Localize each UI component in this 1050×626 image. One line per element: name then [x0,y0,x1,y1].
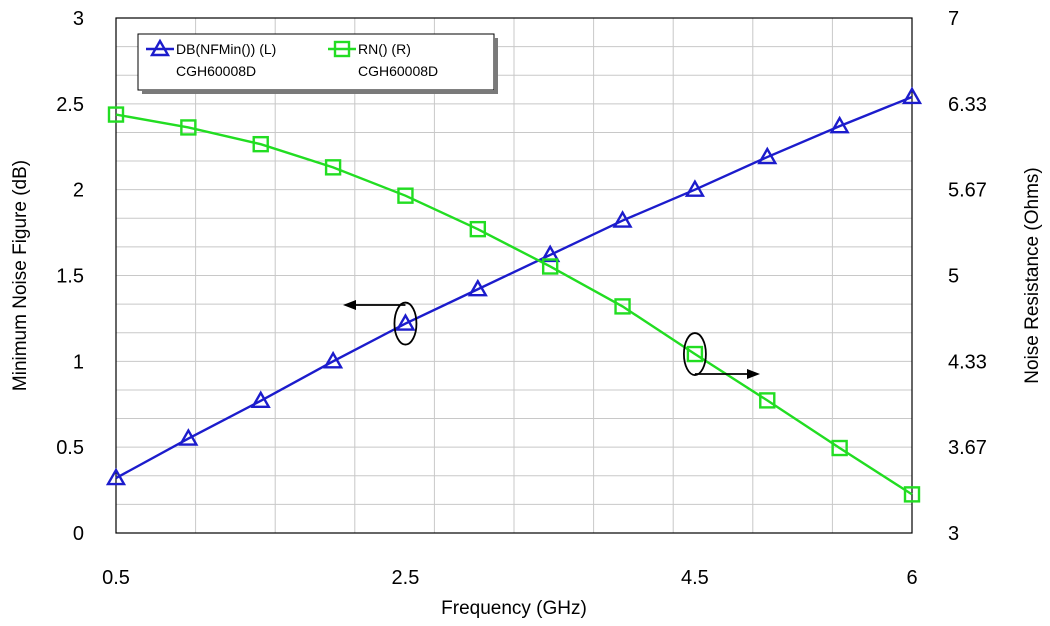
right-axis-indicator-ellipse [683,332,707,376]
y-right-tick-label: 7 [948,8,959,30]
data-point [324,159,342,176]
data-point [467,278,488,297]
data-point [250,390,271,409]
y-left-tick-label: 3 [73,8,84,30]
y-right-tick-label: 3 [948,523,959,545]
legend-box [137,33,495,91]
legend-marker [333,40,351,58]
grid [116,18,912,533]
y-left-tick-label: 0.5 [56,437,84,459]
data-point [178,428,199,446]
data-point [612,210,633,228]
y-left-tick-label: 1.5 [56,266,84,288]
data-point [829,115,850,134]
legend: DB(NFMin()) (L) CGH60008D RN() (R) CGH60008… [137,33,498,94]
x-axis-label: Frequency (GHz) [441,598,587,619]
left-axis-indicator-ellipse [393,301,418,346]
y-left-tick-label: 2 [73,180,84,202]
data-point [903,486,921,503]
data-point [395,313,416,331]
data-point [686,345,704,363]
data-point [541,258,559,275]
legend-shadow [142,90,498,94]
axis-indicator-annotations [343,300,760,379]
x-tick-label: 2.5 [392,567,420,589]
y-left-tick-label: 2.5 [56,94,84,116]
x-tick-label: 6 [906,567,917,589]
y-left-tick-label: 1 [73,351,84,373]
data-point [469,220,487,238]
data-point [614,298,631,315]
data-point [323,350,344,369]
data-point [757,146,778,165]
x-tick-label: 4.5 [681,567,709,589]
data-point [252,135,269,153]
series-triangle [105,86,923,486]
series-line [115,95,913,480]
series-layer [105,86,923,503]
y-left-axis-ticks: 0 0.5 1 1.5 2 2.5 3 [56,8,84,545]
legend-shadow [494,38,498,94]
arrow-head-left [343,300,356,310]
data-point [759,392,776,409]
legend-series-name: DB(NFMin()) (L) [176,41,276,57]
y-right-tick-label: 3.67 [948,437,987,459]
y-right-tick-label: 4.33 [948,351,987,373]
data-point [901,86,923,105]
y-right-axis-ticks: 3 3.67 4.33 5 5.67 6.33 7 [948,8,987,545]
x-axis-ticks: 0.5 2.5 4.5 6 [102,567,917,589]
y-right-tick-label: 5 [948,266,959,288]
legend-marker [149,38,171,57]
y-right-tick-label: 5.67 [948,180,987,202]
data-point [107,106,125,123]
data-point [105,467,127,486]
legend-series-sublabel: CGH60008D [176,63,256,79]
arrow-head-right [747,369,760,379]
y-right-axis-label: Noise Resistance (Ohms) [1022,167,1043,383]
data-point [397,187,414,204]
data-point [684,179,705,197]
series-square [107,106,921,503]
y-right-tick-label: 6.33 [948,94,987,116]
data-point [180,119,197,136]
legend-series-sublabel: CGH60008D [358,63,438,79]
x-tick-label: 0.5 [102,567,130,589]
legend-series-name: RN() (R) [358,41,411,57]
data-point [540,244,561,263]
y-left-tick-label: 0 [73,523,84,545]
series-line [115,113,913,496]
y-left-axis-label: Minimum Noise Figure (dB) [10,160,31,391]
plot-area [115,17,913,534]
data-point [831,439,848,457]
